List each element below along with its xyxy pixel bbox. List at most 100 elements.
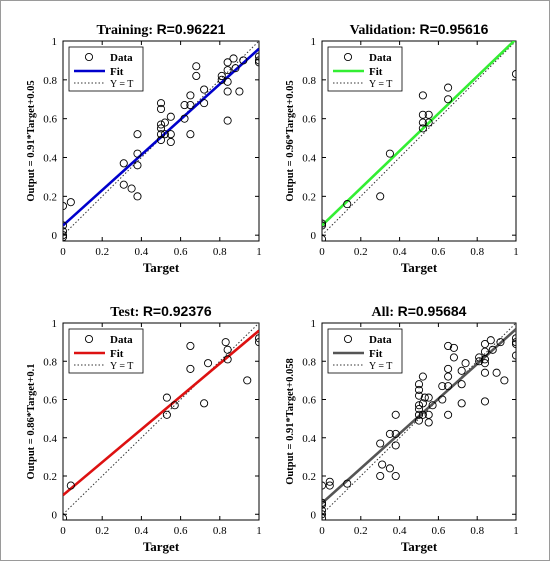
data-point: [119, 159, 128, 168]
data-point: [66, 198, 75, 207]
panel-title: Training: R=0.96221: [97, 21, 226, 38]
data-point: [200, 399, 209, 408]
data-point: [239, 56, 248, 65]
data-point: [156, 120, 166, 129]
data-point: [449, 353, 458, 362]
x-tick-label: 0.2: [354, 246, 368, 258]
data-point: [133, 130, 142, 139]
x-tick-label: 0.6: [174, 246, 188, 258]
data-point: [480, 368, 490, 377]
data-point: [254, 338, 259, 347]
data-point: [376, 471, 385, 481]
data-point: [322, 498, 327, 507]
data-point: [424, 418, 433, 427]
x-tick-label: 0.6: [432, 246, 446, 258]
panel-title-name: All:: [372, 305, 398, 320]
y-axis-label: Output = 0.91*Target+0.058: [285, 358, 296, 485]
data-point: [438, 382, 447, 391]
data-point: [133, 192, 142, 201]
data-point: [428, 401, 437, 410]
data-point: [438, 395, 447, 404]
y-tick-label: 0.4: [43, 153, 57, 165]
legend-fit-label: Fit: [369, 348, 383, 360]
x-axis-label: Target: [401, 539, 438, 554]
data-point: [229, 54, 238, 63]
data-point: [391, 429, 400, 438]
data-point: [391, 410, 400, 419]
data-point: [133, 161, 142, 170]
data-point: [127, 184, 136, 193]
panel-title-name: Training:: [97, 23, 157, 38]
data-point: [160, 130, 169, 139]
x-tick-label: 0.8: [470, 246, 484, 258]
data-point: [156, 124, 166, 133]
y-tick-label: 0: [52, 509, 58, 521]
data-point: [385, 149, 394, 158]
legend-identity-label: Y = T: [110, 361, 133, 372]
data-point: [418, 372, 427, 381]
data-point: [156, 130, 166, 139]
legend-data-label: Data: [369, 52, 392, 64]
data-point: [444, 341, 453, 351]
data-point: [186, 130, 195, 139]
data-point: [500, 376, 509, 385]
y-tick-label: 0.8: [302, 75, 316, 87]
data-point: [414, 401, 424, 410]
x-tick-label: 0: [60, 525, 66, 537]
data-point: [325, 477, 334, 486]
data-point: [414, 410, 424, 419]
data-point: [223, 355, 232, 364]
data-point: [221, 338, 230, 347]
x-tick-label: 0.4: [135, 246, 149, 258]
data-point: [488, 345, 497, 354]
x-axis-label: Target: [143, 260, 180, 275]
data-point: [444, 372, 453, 381]
x-axis-label: Target: [401, 260, 438, 275]
data-point: [418, 124, 427, 133]
legend-fit-label: Fit: [110, 348, 124, 360]
panel-r-value: R=0.95684: [398, 303, 467, 319]
data-point: [475, 357, 484, 366]
x-tick-label: 1: [256, 525, 262, 537]
plot-area: [63, 41, 259, 241]
y-tick-label: 1: [52, 318, 58, 330]
data-point: [511, 339, 516, 349]
y-tick-label: 0.6: [43, 114, 57, 126]
data-point: [414, 380, 424, 389]
x-tick-label: 0.8: [470, 525, 484, 537]
y-tick-label: 0: [311, 509, 317, 521]
data-point: [119, 180, 128, 189]
data-point: [235, 87, 244, 96]
x-tick-label: 0.6: [174, 525, 188, 537]
legend-data-label: Data: [369, 334, 392, 346]
data-point: [162, 410, 171, 419]
x-tick-label: 0.8: [213, 246, 227, 258]
data-point: [343, 479, 352, 488]
data-point: [391, 441, 400, 450]
data-point: [223, 87, 232, 96]
legend-box: [68, 328, 144, 374]
data-point: [166, 130, 175, 139]
data-point: [254, 334, 259, 343]
data-point: [378, 460, 387, 469]
panel-title-name: Test:: [110, 305, 143, 320]
data-point: [186, 101, 195, 110]
x-tick-label: 0.6: [432, 525, 446, 537]
data-point: [420, 393, 429, 402]
panel-3: 0 0.2 0.4 0.6 0.8 1 0 0.2 0.4 0.6 0.8 1 Test: R=0.92…: [26, 303, 262, 554]
fit-line: [322, 328, 516, 505]
data-point: [186, 364, 195, 373]
data-point: [376, 192, 385, 201]
panel-4: 0 0.2 0.4 0.6 0.8 1 0 0.2 0.4 0.6 0.8 1 All: R=0.956…: [285, 303, 519, 554]
x-tick-label: 0.4: [393, 525, 407, 537]
data-point: [444, 95, 453, 104]
data-point: [424, 118, 433, 127]
legend-fit-label: Fit: [369, 66, 383, 78]
data-point: [162, 393, 171, 402]
data-point: [180, 101, 189, 110]
data-point: [414, 405, 424, 414]
data-point: [223, 58, 232, 67]
